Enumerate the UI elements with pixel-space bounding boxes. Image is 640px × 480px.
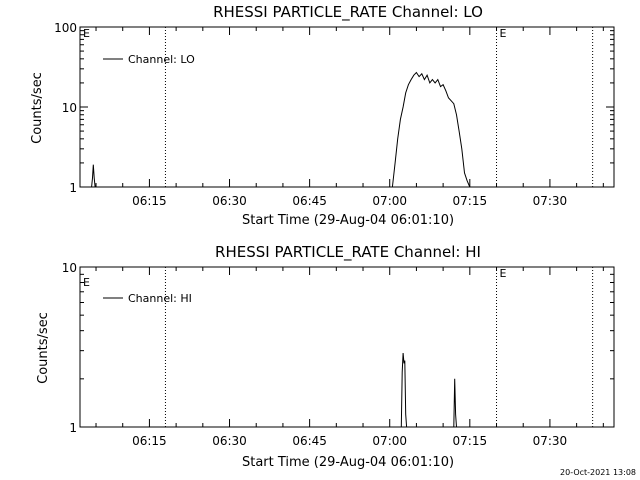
y-tick-label: 10: [62, 101, 77, 115]
x-tick-label: 06:15: [132, 194, 167, 208]
x-tick-label: 07:00: [372, 434, 407, 448]
x-tick-label: 06:30: [212, 434, 247, 448]
lo-channel-panel: RHESSI PARTICLE_RATE Channel: LO Counts/…: [30, 3, 614, 228]
legend-entry: Channel: HI: [128, 292, 192, 305]
x-tick-label: 07:15: [453, 194, 488, 208]
x-tick-label: 06:15: [132, 434, 167, 448]
y-tick-label: 1: [69, 421, 77, 435]
x-tick-label: 07:30: [533, 434, 568, 448]
legend-entry: Channel: LO: [128, 53, 195, 66]
y-axis-label: Counts/sec: [36, 312, 51, 384]
y-tick-label: 10: [62, 261, 77, 275]
y-axis-label: Counts/sec: [30, 72, 45, 144]
time-marker-label: E: [500, 267, 507, 280]
legend: Channel: LO: [103, 53, 195, 66]
x-tick-label: 07:15: [453, 434, 488, 448]
footer-timestamp: 20-Oct-2021 13:08: [560, 468, 636, 477]
x-axis-label: Start Time (29-Aug-04 06:01:10): [242, 213, 454, 228]
x-tick-label: 06:45: [292, 194, 327, 208]
corner-e-label: E: [83, 276, 90, 289]
corner-e-label: E: [83, 27, 90, 40]
time-marker-label: E: [500, 27, 507, 40]
chart-canvas: RHESSI PARTICLE_RATE Channel: LO Counts/…: [0, 0, 640, 480]
x-tick-label: 07:00: [372, 194, 407, 208]
chart-title: RHESSI PARTICLE_RATE Channel: HI: [215, 243, 481, 262]
series-line: [400, 353, 457, 427]
plot-frame: [80, 267, 614, 427]
chart-title: RHESSI PARTICLE_RATE Channel: LO: [213, 3, 483, 22]
hi-channel-panel: RHESSI PARTICLE_RATE Channel: HI Counts/…: [36, 243, 614, 470]
x-tick-label: 07:30: [533, 194, 568, 208]
x-tick-label: 06:45: [292, 434, 327, 448]
series-line: [92, 73, 470, 188]
x-axis-label: Start Time (29-Aug-04 06:01:10): [242, 455, 454, 470]
y-tick-label: 100: [54, 21, 77, 35]
y-tick-label: 1: [69, 181, 77, 195]
x-tick-label: 06:30: [212, 194, 247, 208]
legend: Channel: HI: [103, 292, 192, 305]
plot-frame: [80, 27, 614, 187]
